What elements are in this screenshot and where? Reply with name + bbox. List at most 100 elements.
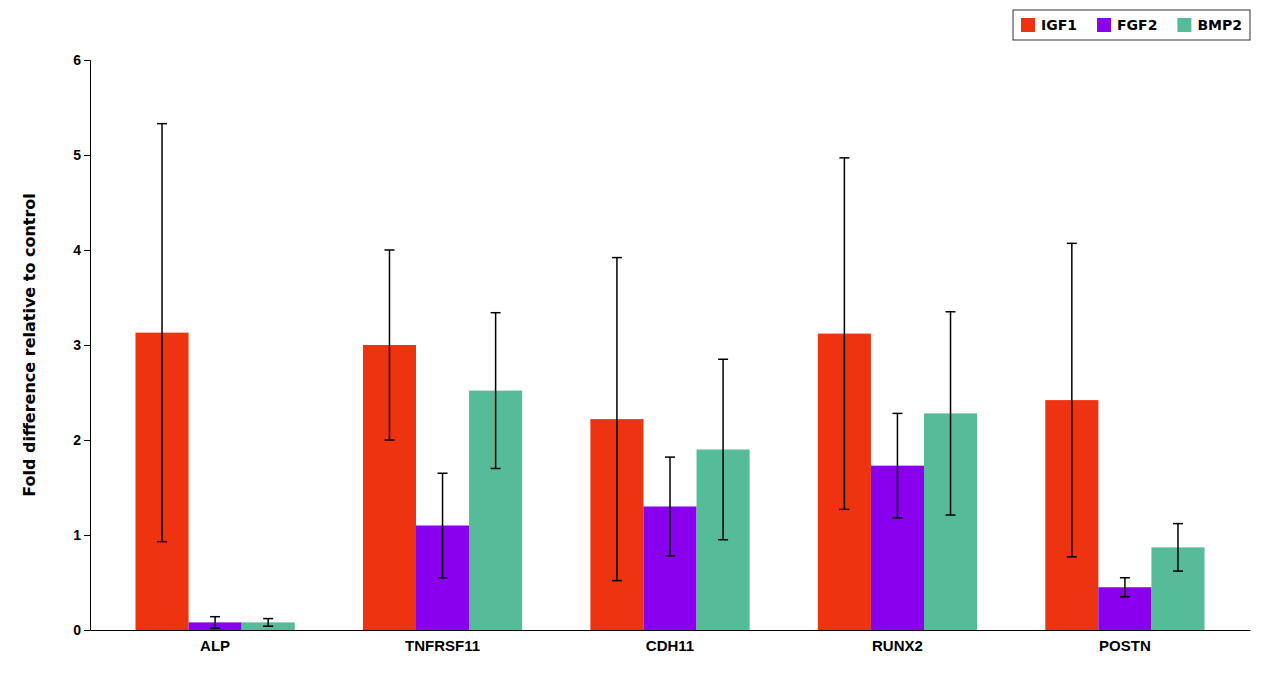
x-tick-label: POSTN bbox=[1099, 637, 1151, 654]
y-tick-label: 5 bbox=[73, 147, 81, 163]
error-bar-stem bbox=[844, 158, 846, 510]
error-bar-cap bbox=[892, 517, 902, 519]
error-bar bbox=[946, 312, 956, 515]
error-bars bbox=[157, 124, 1077, 581]
axis-domain bbox=[91, 630, 1251, 631]
legend-swatch bbox=[1097, 18, 1111, 32]
error-bars bbox=[210, 413, 1130, 628]
error-bar-cap bbox=[665, 456, 675, 458]
legend: IGF1 FGF2 BMP2 bbox=[1013, 10, 1250, 40]
error-bar bbox=[839, 158, 849, 510]
error-bar-cap bbox=[946, 311, 956, 313]
error-bar-cap bbox=[263, 625, 273, 627]
error-bar-cap bbox=[1120, 596, 1130, 598]
marks bbox=[135, 124, 1204, 630]
error-bar-stem bbox=[161, 124, 163, 542]
x-tick-label: TNFRSF11 bbox=[405, 637, 480, 654]
x-tick-label: CDH11 bbox=[646, 637, 694, 654]
error-bar bbox=[892, 413, 902, 518]
x-tick: RUNX2 bbox=[872, 637, 923, 654]
error-bar-stem bbox=[669, 457, 671, 556]
error-bar-cap bbox=[1173, 523, 1183, 525]
error-bar-cap bbox=[1067, 556, 1077, 558]
error-bar-cap bbox=[1120, 577, 1130, 579]
y-tick-mark bbox=[84, 250, 90, 251]
y-tick-label: 6 bbox=[73, 52, 81, 68]
y-tick-label: 2 bbox=[73, 432, 81, 448]
error-bar-stem bbox=[1071, 243, 1073, 556]
error-bar-stem bbox=[442, 473, 444, 578]
legend-frame bbox=[1013, 10, 1250, 40]
error-bar-stem bbox=[214, 617, 216, 628]
error-bar bbox=[263, 619, 273, 627]
error-bar-stem bbox=[722, 359, 724, 540]
error-bar-cap bbox=[491, 312, 501, 314]
error-bar-cap bbox=[384, 249, 394, 251]
y-tick: 0 bbox=[73, 622, 90, 638]
y-tick-mark bbox=[84, 440, 90, 441]
error-bar-cap bbox=[438, 473, 448, 475]
error-bar-cap bbox=[718, 539, 728, 541]
y-tick: 3 bbox=[73, 337, 90, 353]
error-bar-stem bbox=[389, 250, 391, 440]
error-bar bbox=[1173, 524, 1183, 572]
error-bar-cap bbox=[157, 123, 167, 125]
error-bar bbox=[157, 124, 167, 542]
error-bar bbox=[1067, 243, 1077, 556]
error-bar-cap bbox=[839, 157, 849, 159]
error-bar bbox=[1120, 578, 1130, 597]
error-bar bbox=[665, 457, 675, 556]
error-bar-stem bbox=[950, 312, 952, 515]
y-tick: 1 bbox=[73, 527, 90, 543]
y-tick-mark bbox=[84, 535, 90, 536]
y-tick-mark bbox=[84, 155, 90, 156]
legend-item: BMP2 bbox=[1177, 17, 1242, 33]
y-tick-label: 1 bbox=[73, 527, 81, 543]
error-bar-cap bbox=[1173, 570, 1183, 572]
y-axis-title: Fold difference relative to control bbox=[20, 193, 39, 497]
x-tick-label: ALP bbox=[200, 637, 230, 654]
plot: ALP TNFRSF11 CDH11 RUNX2 POSTN 0 1 2 3 4 5 6 Fold di… bbox=[20, 52, 1251, 654]
error-bar-stem bbox=[616, 258, 618, 581]
y-tick-mark bbox=[84, 630, 90, 631]
legend-label: FGF2 bbox=[1117, 17, 1157, 33]
x-tick: CDH11 bbox=[646, 637, 694, 654]
error-bar bbox=[612, 258, 622, 581]
x-tick: POSTN bbox=[1099, 637, 1151, 654]
error-bar-cap bbox=[718, 359, 728, 361]
legend-label: BMP2 bbox=[1197, 17, 1242, 33]
error-bar-cap bbox=[665, 555, 675, 557]
error-bar-cap bbox=[438, 577, 448, 579]
error-bar-cap bbox=[157, 541, 167, 543]
error-bar-stem bbox=[1124, 578, 1126, 597]
legend-swatch bbox=[1021, 18, 1035, 32]
error-bar bbox=[210, 617, 220, 628]
error-bar-cap bbox=[892, 413, 902, 415]
error-bar-cap bbox=[612, 257, 622, 259]
error-bar-cap bbox=[384, 439, 394, 441]
error-bar-cap bbox=[1067, 243, 1077, 245]
x-tick: TNFRSF11 bbox=[405, 637, 480, 654]
error-bar bbox=[438, 473, 448, 578]
error-bar-stem bbox=[1177, 524, 1179, 572]
legend-label: IGF1 bbox=[1041, 17, 1077, 33]
error-bar-cap bbox=[210, 627, 220, 629]
error-bar bbox=[491, 313, 501, 469]
error-bar-cap bbox=[210, 616, 220, 618]
x-tick: ALP bbox=[200, 637, 230, 654]
y-tick-label: 3 bbox=[73, 337, 81, 353]
y-tick: 6 bbox=[73, 52, 90, 68]
error-bar-cap bbox=[612, 580, 622, 582]
y-tick: 2 bbox=[73, 432, 90, 448]
y-tick-label: 4 bbox=[73, 242, 81, 258]
error-bar-stem bbox=[267, 619, 269, 627]
error-bar-cap bbox=[263, 618, 273, 620]
y-tick-label: 0 bbox=[73, 622, 81, 638]
chart: ALP TNFRSF11 CDH11 RUNX2 POSTN 0 1 2 3 4 5 6 Fold di… bbox=[0, 0, 1280, 680]
x-tick-label: RUNX2 bbox=[872, 637, 923, 654]
error-bar bbox=[384, 250, 394, 440]
error-bar-cap bbox=[946, 514, 956, 516]
error-bar-stem bbox=[495, 313, 497, 469]
legend-item: FGF2 bbox=[1097, 17, 1157, 33]
error-bar-cap bbox=[491, 468, 501, 470]
